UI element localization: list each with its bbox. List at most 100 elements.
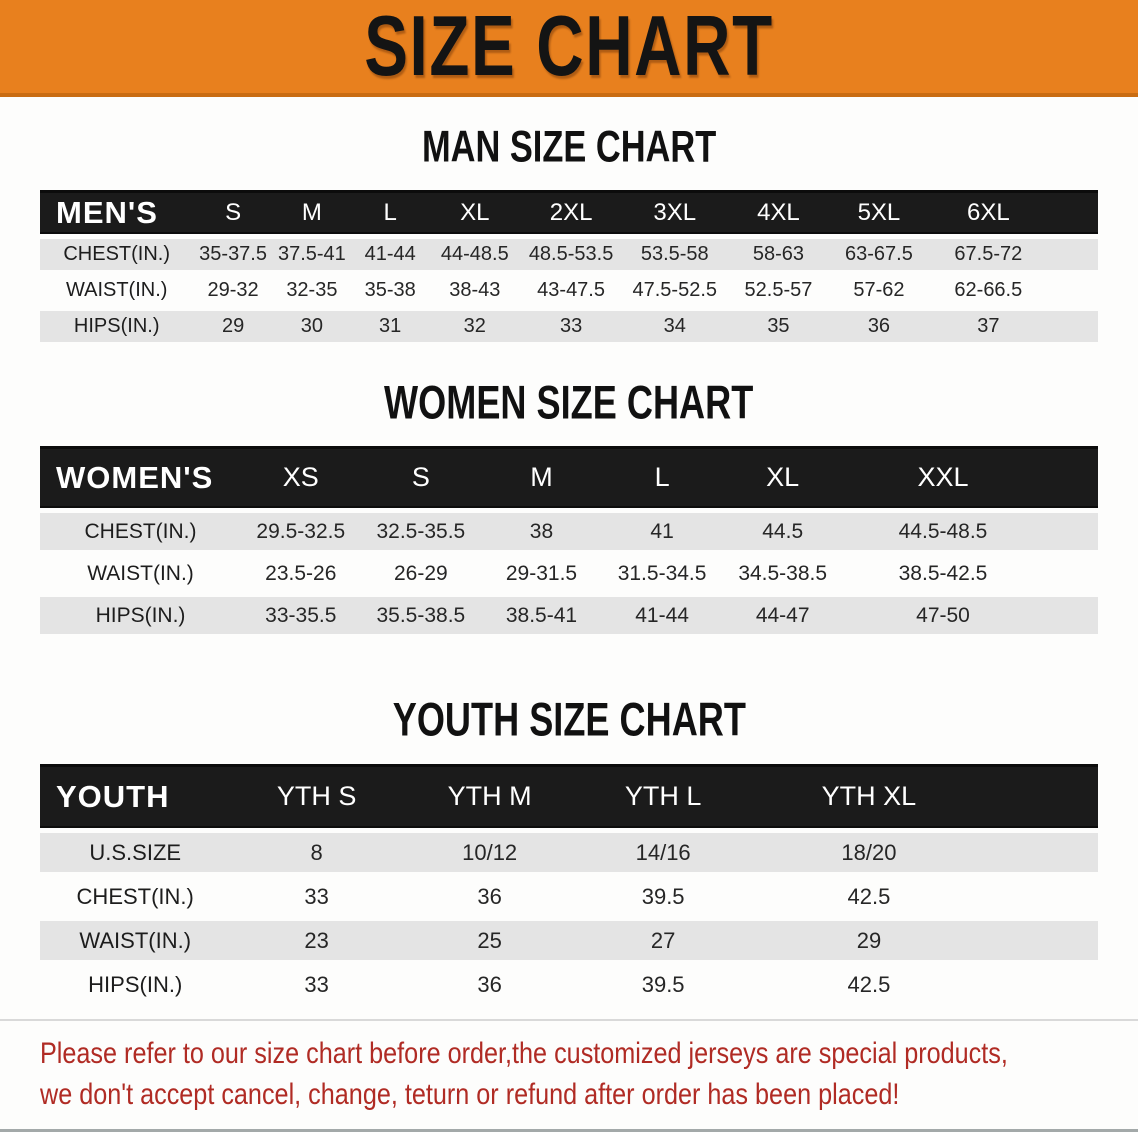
row-label: WAIST(IN.) [65,279,168,301]
size-cell: 26-29 [394,561,448,585]
women-size-table: WOMEN'S XS S M L XL XXL CHEST(IN.) 29.5-… [40,441,1098,639]
row-label: HIPS(IN.) [40,311,194,342]
man-section-heading: MAN SIZE CHART [0,122,1138,172]
size-cell: 18/20 [749,833,1098,872]
youth-heading-text: YOUTH SIZE CHART [392,693,746,746]
table-row: HIPS(IN.) 29 30 31 32 33 34 35 36 37 [40,311,1098,342]
size-cell: 41-44 [601,597,723,634]
size-cell: 47.5-52.5 [632,279,718,301]
size-cell: 27 [576,921,750,960]
row-label: CHEST(IN.) [76,883,194,909]
men-col-header: M [272,190,352,234]
size-cell: 36 [477,971,502,997]
women-col-header: L [601,446,723,508]
disclaimer-text: Please refer to our size chart before or… [40,1033,1138,1115]
size-cell: 34 [621,311,728,342]
size-cell: 37.5-41 [272,239,352,270]
size-cell: 63-67.5 [829,239,929,270]
size-cell: 43-47.5 [537,279,605,301]
size-cell: 31.5-34.5 [617,561,707,585]
size-cell: 44.5-48.5 [843,513,1098,550]
disclaimer-line2: we don't accept cancel, change, teturn o… [40,1078,900,1111]
row-label: CHEST(IN.) [40,513,242,550]
women-label-header: WOMEN'S [40,446,242,508]
size-cell: 58-63 [727,239,830,270]
size-cell: 34.5-38.5 [738,561,828,585]
men-col-header: 2XL [520,190,622,234]
size-cell: 31 [351,311,430,342]
size-cell: 42.5 [847,971,891,997]
men-col-header: L [351,190,430,234]
women-heading-text: WOMEN SIZE CHART [384,376,754,429]
size-cell: 29.5-32.5 [241,513,361,550]
bottom-edge-line [0,1129,1138,1132]
size-cell: 44-48.5 [429,239,521,270]
table-row: WAIST(IN.) 23 25 27 29 [40,921,1098,960]
row-label: WAIST(IN.) [87,561,194,585]
row-label: CHEST(IN.) [40,239,194,270]
size-cell: 42.5 [847,883,891,909]
size-cell: 29-32 [207,279,259,301]
size-cell: 35 [727,311,830,342]
size-cell: 62-66.5 [954,279,1023,301]
size-cell: 36 [829,311,929,342]
size-cell: 23.5-26 [265,561,337,585]
size-cell: 25 [402,921,577,960]
youth-col-header: YTH S [230,764,403,828]
size-cell: 38 [481,513,602,550]
size-cell: 33 [520,311,622,342]
youth-col-header: YTH M [402,764,577,828]
size-cell: 57-62 [853,279,905,301]
size-cell: 29-31.5 [505,561,578,585]
size-cell: 35.5-38.5 [360,597,482,634]
men-label-header: MEN'S [40,190,194,234]
size-cell: 32.5-35.5 [360,513,482,550]
size-cell: 32-35 [286,279,338,301]
row-label: WAIST(IN.) [40,921,231,960]
youth-col-header: YTH L [576,764,750,828]
table-row: U.S.SIZE 8 10/12 14/16 18/20 [40,833,1098,872]
women-col-header: S [360,446,482,508]
men-size-table: MEN'S S M L XL 2XL 3XL 4XL 5XL 6XL CHEST… [40,185,1098,347]
row-label: U.S.SIZE [40,833,231,872]
youth-section-heading: YOUTH SIZE CHART [0,693,1138,746]
women-col-header: XL [722,446,843,508]
size-cell: 39.5 [641,971,685,997]
size-cell: 33 [304,883,329,909]
size-cell: 44.5 [722,513,843,550]
size-cell: 30 [272,311,352,342]
size-cell: 8 [230,833,403,872]
men-col-header: XL [429,190,521,234]
table-row: HIPS(IN.) 33 36 39.5 42.5 [40,965,1098,1004]
table-row: HIPS(IN.) 33-35.5 35.5-38.5 38.5-41 41-4… [40,597,1098,634]
size-cell: 33 [304,971,329,997]
men-col-header: 5XL [829,190,929,234]
table-row: WAIST(IN.) 23.5-26 26-29 29-31.5 31.5-34… [40,555,1098,592]
table-row: CHEST(IN.) 29.5-32.5 32.5-35.5 38 41 44.… [40,513,1098,550]
women-col-header: M [481,446,602,508]
size-cell: 36 [477,883,502,909]
size-cell: 14/16 [576,833,750,872]
row-label: HIPS(IN.) [88,971,183,997]
size-cell: 53.5-58 [621,239,728,270]
size-cell: 37 [928,311,1098,342]
size-cell: 35-38 [364,279,416,301]
women-section-heading: WOMEN SIZE CHART [0,376,1138,429]
divider [0,1019,1138,1021]
size-cell: 67.5-72 [928,239,1098,270]
man-heading-text: MAN SIZE CHART [421,122,717,172]
row-label: HIPS(IN.) [40,597,242,634]
men-col-header: 4XL [727,190,830,234]
men-col-header: 3XL [621,190,728,234]
size-cell: 41-44 [351,239,430,270]
youth-label-header: YOUTH [40,764,231,828]
men-col-header: 6XL [928,190,1098,234]
size-cell: 32 [429,311,521,342]
youth-col-header: YTH XL [749,764,1098,828]
women-col-header: XS [241,446,361,508]
size-cell: 23 [230,921,403,960]
women-col-header: XXL [843,446,1098,508]
youth-header-row: YOUTH YTH S YTH M YTH L YTH XL [40,764,1098,828]
size-cell: 52.5-57 [744,279,813,301]
